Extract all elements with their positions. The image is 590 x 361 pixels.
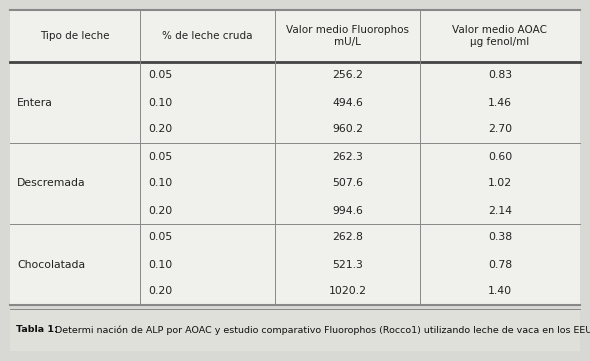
Text: 0.10: 0.10 [148,178,172,188]
Text: Valor medio AOAC
µg fenol/ml: Valor medio AOAC µg fenol/ml [453,25,548,47]
Text: 0.20: 0.20 [148,125,172,135]
Text: 0.05: 0.05 [148,70,172,81]
Text: 0.83: 0.83 [488,70,512,81]
Text: 0.20: 0.20 [148,287,172,296]
Text: Descremada: Descremada [17,178,86,188]
Text: 262.3: 262.3 [332,152,363,161]
Text: 2.14: 2.14 [488,205,512,216]
Text: 0.05: 0.05 [148,232,172,243]
Text: Valor medio Fluorophos
mU/L: Valor medio Fluorophos mU/L [286,25,409,47]
Text: 2.70: 2.70 [488,125,512,135]
Text: Tipo de leche: Tipo de leche [40,31,110,41]
Text: 507.6: 507.6 [332,178,363,188]
Bar [10,10,580,306]
Text: 994.6: 994.6 [332,205,363,216]
Text: Tabla 1:: Tabla 1: [16,326,58,335]
Text: 960.2: 960.2 [332,125,363,135]
Text: 0.60: 0.60 [488,152,512,161]
Text: 494.6: 494.6 [332,97,363,108]
Text: 262.8: 262.8 [332,232,363,243]
Text: 1.40: 1.40 [488,287,512,296]
Bar [10,309,580,351]
Text: 0.10: 0.10 [148,260,172,270]
Text: 0.05: 0.05 [148,152,172,161]
Text: 0.38: 0.38 [488,232,512,243]
Text: 0.20: 0.20 [148,205,172,216]
Text: 256.2: 256.2 [332,70,363,81]
Text: % de leche cruda: % de leche cruda [162,31,253,41]
Text: 1020.2: 1020.2 [329,287,366,296]
Text: Entera: Entera [17,97,53,108]
Text: 1.02: 1.02 [488,178,512,188]
Text: Determi nación de ALP por AOAC y estudio comparativo Fluorophos (Rocco1) utiliza: Determi nación de ALP por AOAC y estudio… [52,325,590,335]
Text: 0.10: 0.10 [148,97,172,108]
Text: 0.78: 0.78 [488,260,512,270]
Text: 1.46: 1.46 [488,97,512,108]
Text: 521.3: 521.3 [332,260,363,270]
Text: Chocolatada: Chocolatada [17,260,85,270]
